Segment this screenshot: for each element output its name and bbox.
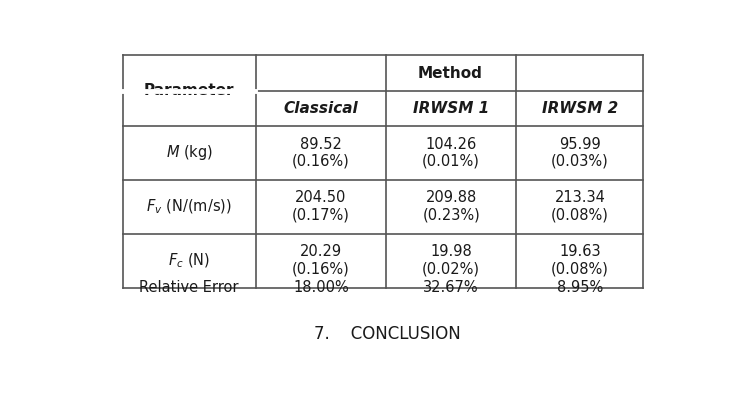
Text: IRWSM 2: IRWSM 2 [542,101,618,116]
Text: 20.29
(0.16%): 20.29 (0.16%) [292,244,350,277]
Text: Relative Error: Relative Error [139,280,239,295]
Text: $M$ (kg): $M$ (kg) [165,143,213,162]
Text: 209.88
(0.23%): 209.88 (0.23%) [422,190,480,223]
Text: $F_c$ (N): $F_c$ (N) [168,252,210,270]
Text: 19.63
(0.08%): 19.63 (0.08%) [551,244,609,277]
Text: 32.67%: 32.67% [423,280,479,295]
Text: Method: Method [417,66,482,81]
Text: 19.98
(0.02%): 19.98 (0.02%) [422,244,481,277]
Text: Classical: Classical [284,101,358,116]
Text: 104.26
(0.01%): 104.26 (0.01%) [422,137,480,169]
Text: Parameter: Parameter [144,83,235,98]
Text: 89.52
(0.16%): 89.52 (0.16%) [292,137,350,169]
Text: 8.95%: 8.95% [557,280,603,295]
Text: 213.34
(0.08%): 213.34 (0.08%) [551,190,609,223]
Text: 204.50
(0.17%): 204.50 (0.17%) [292,190,350,223]
Text: IRWSM 1: IRWSM 1 [413,101,489,116]
Text: 95.99
(0.03%): 95.99 (0.03%) [551,137,609,169]
Text: 7.    CONCLUSION: 7. CONCLUSION [314,325,461,343]
Text: $F_v$ (N/(m/s)): $F_v$ (N/(m/s)) [146,197,232,216]
Text: 18.00%: 18.00% [293,280,349,295]
